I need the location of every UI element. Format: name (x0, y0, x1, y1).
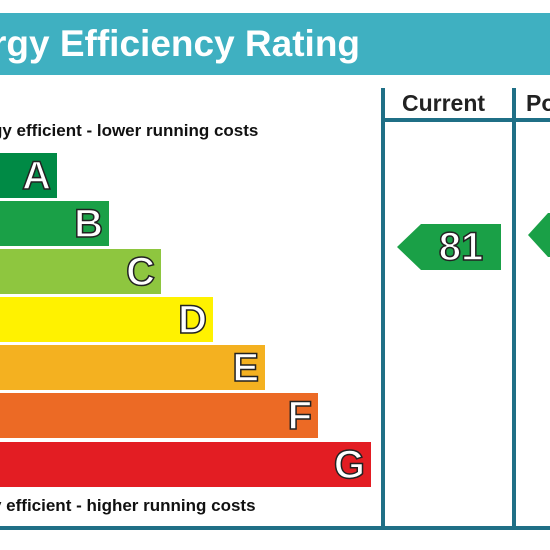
band-a-letter: A (21, 153, 51, 199)
column-header-current: Current (402, 90, 486, 116)
potential-arrow-shape (528, 213, 550, 257)
bottom-rule (0, 526, 550, 530)
current-arrow-shape (397, 224, 501, 270)
band-c-letter: C (125, 249, 155, 295)
band-c: C (0, 249, 161, 295)
band-g: G (0, 442, 371, 488)
band-b: B (0, 201, 109, 247)
caption-bottom: y efficient - higher running costs (0, 496, 256, 515)
chart-title: rgy Efficiency Rating (0, 23, 361, 64)
band-g-letter: G (333, 442, 366, 488)
band-e: E (0, 345, 265, 391)
band-d: D (0, 297, 213, 343)
band-d-letter: D (177, 297, 207, 343)
current-rating-arrow: 81 (397, 224, 501, 270)
column-header-rule (381, 118, 550, 122)
column-header-potential: Po (526, 90, 550, 116)
title-bar: rgy Efficiency Rating (0, 13, 550, 75)
band-a: ) A (0, 153, 57, 199)
divider-left (381, 88, 385, 528)
caption-top: gy efficient - lower running costs (0, 121, 259, 140)
band-e-letter: E (232, 345, 260, 391)
divider-middle (512, 88, 516, 528)
potential-rating-arrow (528, 213, 550, 257)
band-f-letter: F (287, 393, 313, 439)
current-rating-value: 81 (438, 224, 484, 270)
band-f: F (0, 393, 318, 439)
band-b-letter: B (73, 201, 103, 247)
